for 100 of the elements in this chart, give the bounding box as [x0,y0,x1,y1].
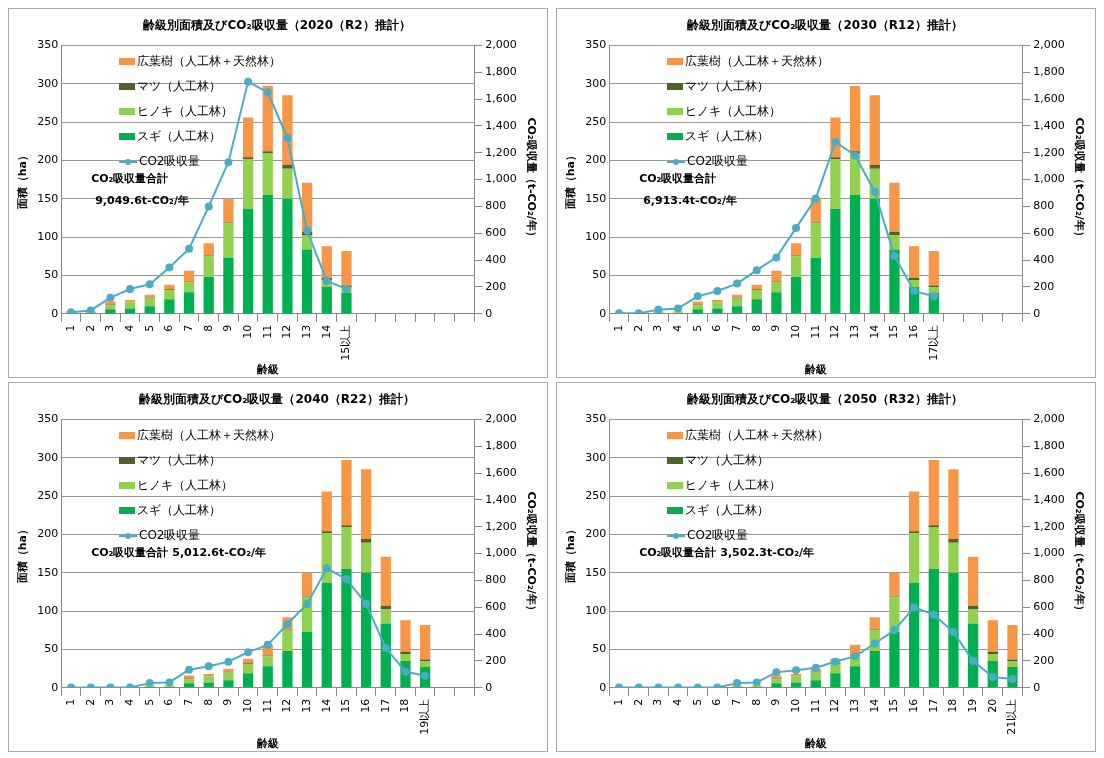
legend-label: ヒノキ（人工林） [137,477,233,494]
x-tick-label: 4 [122,698,136,706]
annotation: CO₂吸収量合計 [639,172,717,186]
y-tick-label: 250 [37,488,59,502]
x-tick-label: 5 [142,324,156,332]
x-tick-label: 10 [240,698,254,713]
y2-tick-label: 1,400 [1033,118,1065,132]
legend-label: ヒノキ（人工林） [137,103,233,120]
x-tick-label: 15 [339,698,353,713]
annotation: CO₂吸収量合計 3,502.3t-CO₂/年 [639,546,814,560]
y-tick-label: 200 [37,527,59,541]
x-tick-label: 13 [299,698,313,713]
y-tick-label: 350 [585,412,607,426]
legend-label: スギ（人工林） [685,128,769,145]
x-axis-title: 齢級 [256,737,280,751]
y-tick-label: 200 [37,153,59,167]
y2-tick-label: 1,400 [485,492,517,506]
y2-tick-label: 200 [485,279,507,293]
x-tick-label: 14 [319,324,333,339]
y-axis-title: 面積（ha） [16,149,30,211]
y2-tick-label: 1,600 [485,91,517,105]
y-axis-title: 面積（ha） [16,523,30,585]
x-tick-label: 16 [906,324,920,339]
y2-tick-label: 400 [1033,252,1055,266]
y-tick-label: 0 [599,306,607,320]
chart-title: 齢級別面積及びCO₂吸収量（2050（R32）推計） [687,392,963,407]
y2-tick-label: 1,000 [485,172,517,186]
y-tick-label: 250 [585,114,607,128]
y2-tick-label: 1,000 [1033,172,1065,186]
x-tick-label: 9 [221,324,235,332]
y2-tick-label: 600 [485,600,507,614]
y-tick-label: 300 [37,76,59,90]
x-tick-label: 17以上 [926,324,940,361]
y-tick-label: 350 [37,38,59,52]
x-tick-label: 7 [181,698,195,706]
x-tick-label: 11 [808,698,822,713]
y2-tick-label: 1,200 [1033,519,1065,533]
x-tick-label: 7 [181,324,195,332]
x-tick-label: 2 [631,324,645,332]
x-tick-label: 17 [378,698,392,713]
y-axis-title: 面積（ha） [564,149,578,211]
legend-label: スギ（人工林） [137,502,221,519]
y2-tick-label: 1,200 [485,145,517,159]
x-tick-label: 6 [710,698,724,706]
legend-label: 広葉樹（人工林＋天然林） [685,53,829,70]
x-tick-label: 10 [788,698,802,713]
y-tick-label: 150 [37,565,59,579]
y2-tick-label: 400 [1033,626,1055,640]
x-tick-label: 18 [398,698,412,713]
x-tick-label: 6 [710,324,724,332]
x-tick-label: 11 [260,698,274,713]
legend-label: マツ（人工林） [137,452,221,469]
y2-tick-label: 1,600 [485,465,517,479]
legend-label: マツ（人工林） [137,78,221,95]
y2-tick-label: 1,800 [485,439,517,453]
x-tick-label: 12 [280,324,294,339]
x-tick-label: 19以上 [417,698,431,735]
x-tick-label: 8 [749,698,763,706]
y2-tick-label: 1,200 [1033,145,1065,159]
x-tick-label: 14 [867,698,881,713]
x-tick-label: 9 [769,324,783,332]
y-axis-title: 面積（ha） [564,523,578,585]
y2-axis-title: CO₂吸収量（t-CO₂/年） [524,491,538,616]
legend-label: スギ（人工林） [685,502,769,519]
y-tick-label: 200 [585,527,607,541]
annotation: 9,049.6t-CO₂/年 [95,194,189,208]
legend-label: マツ（人工林） [685,78,769,95]
x-tick-label: 1 [611,324,625,332]
x-tick-label: 5 [142,698,156,706]
y-tick-label: 100 [585,603,607,617]
y-tick-label: 50 [592,268,607,282]
legend-label: CO2吸収量 [139,153,201,170]
x-tick-label: 3 [651,698,665,706]
y-tick-label: 0 [599,680,607,694]
x-tick-label: 3 [651,324,665,332]
x-tick-label: 13 [847,324,861,339]
x-tick-label: 19 [965,698,979,713]
x-tick-label: 4 [670,324,684,332]
x-tick-label: 5 [690,324,704,332]
y-tick-label: 300 [37,450,59,464]
x-tick-label: 16 [358,698,372,713]
chart-title: 齢級別面積及びCO₂吸収量（2030（R12）推計） [687,18,963,33]
y-tick-label: 250 [585,488,607,502]
y2-tick-label: 200 [1033,653,1055,667]
legend-label: ヒノキ（人工林） [685,477,781,494]
x-tick-label: 21以上 [1005,698,1019,735]
x-tick-label: 9 [769,698,783,706]
x-tick-label: 7 [729,324,743,332]
y-tick-label: 300 [585,76,607,90]
annotation: CO₂吸収量合計 5,012.6t-CO₂/年 [91,546,266,560]
x-tick-label: 6 [162,324,176,332]
y2-tick-label: 200 [1033,279,1055,293]
y2-axis-title: CO₂吸収量（t-CO₂/年） [1072,491,1086,616]
x-axis-title: 齢級 [256,363,280,377]
x-tick-label: 11 [808,324,822,339]
y2-tick-label: 1,400 [485,118,517,132]
legend-label: CO2吸収量 [687,153,749,170]
y2-axis-title: CO₂吸収量（t-CO₂/年） [524,117,538,242]
x-tick-label: 6 [162,698,176,706]
legend-label: スギ（人工林） [137,128,221,145]
